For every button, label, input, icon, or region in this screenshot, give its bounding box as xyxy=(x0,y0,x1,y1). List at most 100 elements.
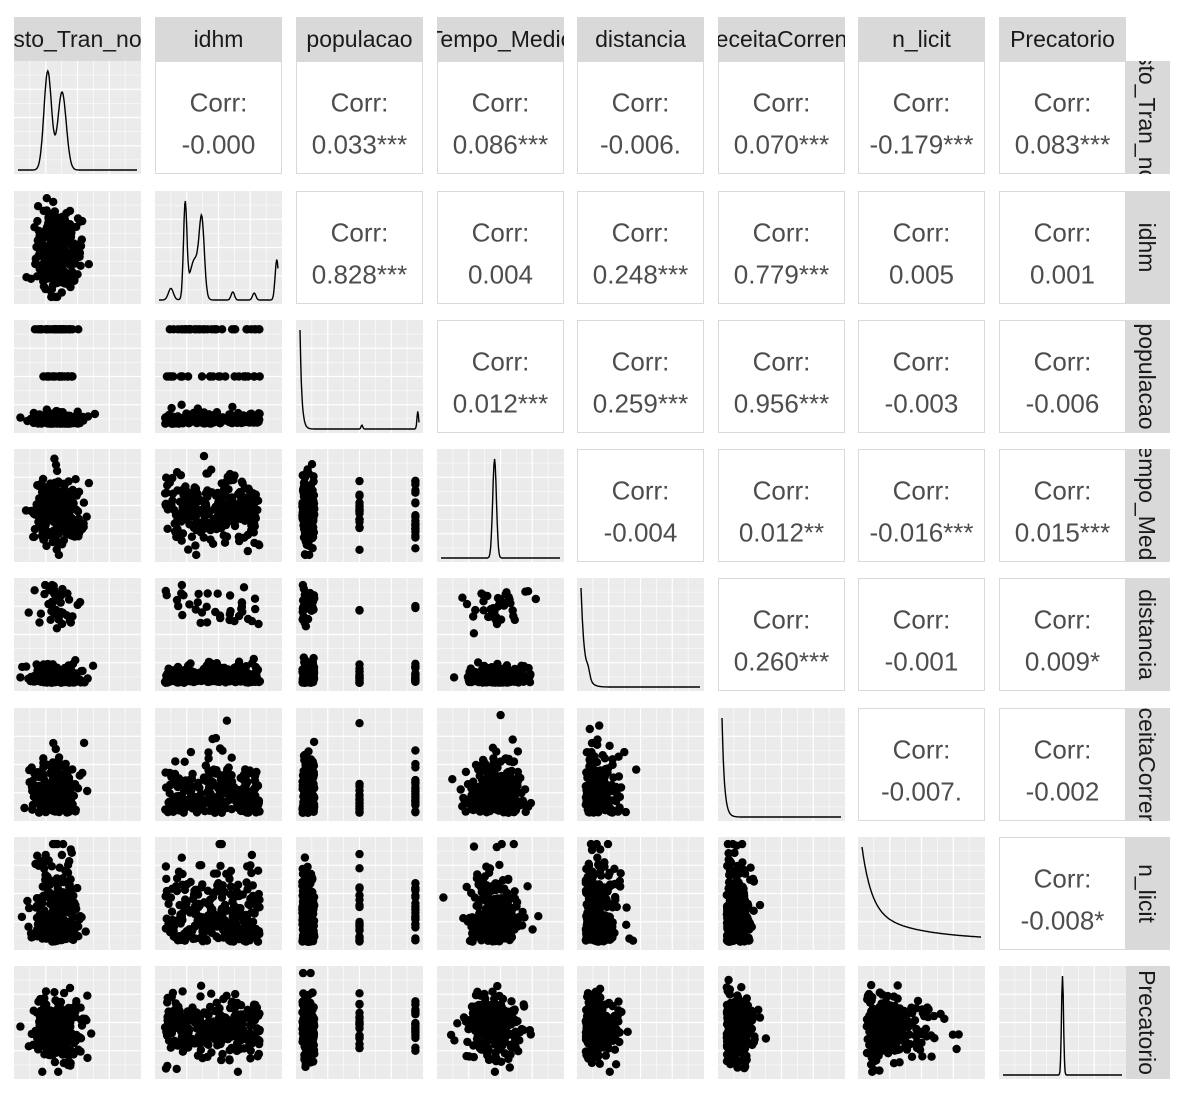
scatter-point xyxy=(217,893,227,902)
scatter-point xyxy=(66,279,75,288)
scatter-point xyxy=(72,904,81,914)
scatter-point xyxy=(200,807,210,816)
scatter-point xyxy=(521,674,530,683)
scatter-point xyxy=(217,808,226,817)
panel-0-5: Corr:0.070*** xyxy=(718,61,845,174)
column-strip-label-1: idhm xyxy=(194,26,244,52)
panel-5-1 xyxy=(155,708,282,821)
scatter-point xyxy=(217,325,227,334)
scatter-point xyxy=(39,908,48,917)
scatter-point xyxy=(82,512,91,521)
scatter-point xyxy=(65,616,75,625)
scatter-point xyxy=(58,669,67,679)
scatter-point xyxy=(301,550,310,560)
scatter-point xyxy=(74,514,83,523)
panel-0-1: Corr:-0.000 xyxy=(155,61,282,174)
scatter-point xyxy=(53,883,62,893)
scatter-point xyxy=(178,509,187,519)
scatter-point xyxy=(222,716,232,725)
column-strip-label-7: Precatorio xyxy=(1010,26,1115,52)
corr-value: -0.016*** xyxy=(869,518,973,548)
scatter-point xyxy=(34,861,43,870)
scatter-point xyxy=(212,659,221,668)
scatter-point xyxy=(204,754,213,763)
row-strip-1 xyxy=(1124,191,1170,304)
scatter-point xyxy=(230,617,239,626)
scatter-point xyxy=(65,677,74,686)
scatter-point xyxy=(247,908,256,917)
scatter-point xyxy=(42,934,51,943)
panel-4-7: Corr:0.009* xyxy=(999,578,1126,691)
scatter-point xyxy=(205,372,215,381)
scatter-point xyxy=(225,610,234,619)
row-strip-label-2: populacao xyxy=(1134,323,1160,429)
scatter-point xyxy=(235,891,244,901)
scatter-point xyxy=(79,498,89,507)
scatter-point xyxy=(411,915,420,924)
scatter-point xyxy=(299,521,308,530)
scatter-point xyxy=(167,403,176,413)
scatter-point xyxy=(478,764,487,773)
scatter-point xyxy=(219,918,228,928)
corr-prefix: Corr: xyxy=(1034,347,1092,377)
scatter-point xyxy=(298,869,308,879)
scatter-point xyxy=(250,538,259,548)
panel-6-1 xyxy=(155,837,282,950)
panel-4-1 xyxy=(155,578,282,691)
scatter-point xyxy=(510,615,519,625)
scatter-point xyxy=(182,515,192,524)
scatter-point xyxy=(40,800,49,810)
scatter-point xyxy=(66,781,76,791)
scatter-point xyxy=(67,267,77,276)
scatter-point xyxy=(242,878,251,887)
scatter-point xyxy=(48,512,57,521)
scatter-point xyxy=(59,247,69,257)
scatter-point xyxy=(71,656,80,665)
scatter-point xyxy=(38,665,47,675)
scatter-point xyxy=(309,916,319,926)
scatter-point xyxy=(202,618,212,627)
scatter-point xyxy=(44,917,53,927)
scatter-point xyxy=(299,801,308,811)
scatter-point xyxy=(411,544,420,553)
scatter-point xyxy=(245,936,254,945)
scatter-point xyxy=(355,901,364,910)
panel-5-4 xyxy=(577,708,704,821)
scatter-point xyxy=(411,486,420,495)
row-strip-label-0: sto_Tran_nc xyxy=(1134,54,1160,181)
scatter-point xyxy=(46,233,56,243)
corr-value: -0.002 xyxy=(1026,777,1100,807)
scatter-point xyxy=(49,325,59,334)
scatter-point xyxy=(44,252,53,261)
panel-4-5: Corr:0.260*** xyxy=(718,578,845,691)
scatter-point xyxy=(20,803,29,813)
scatter-point xyxy=(479,597,488,606)
scatter-point xyxy=(475,793,485,802)
scatter-point xyxy=(65,206,75,216)
scatter-point xyxy=(77,235,87,244)
scatter-point xyxy=(523,587,533,596)
column-strip-label-5: eceitaCorren xyxy=(716,26,848,52)
scatter-point xyxy=(171,757,180,766)
scatter-point xyxy=(254,889,263,899)
panel-1-3: Corr:0.004 xyxy=(437,191,564,304)
scatter-point xyxy=(162,473,171,482)
scatter-point xyxy=(466,798,476,807)
scatter-point xyxy=(176,670,186,680)
scatter-point xyxy=(214,372,223,381)
scatter-point xyxy=(473,658,483,667)
scatter-point xyxy=(37,419,46,428)
scatter-point xyxy=(411,603,420,613)
scatter-point xyxy=(214,498,223,507)
scatter-point xyxy=(169,418,179,427)
scatter-point xyxy=(249,654,258,664)
scatter-point xyxy=(227,753,236,762)
scatter-point xyxy=(302,902,311,912)
scatter-point xyxy=(33,216,42,226)
corr-value: 0.004 xyxy=(468,260,533,290)
scatter-point xyxy=(489,754,498,763)
scatter-point xyxy=(179,787,189,796)
scatter-point xyxy=(306,879,315,888)
scatter-point xyxy=(298,502,307,511)
scatter-point xyxy=(53,278,62,288)
